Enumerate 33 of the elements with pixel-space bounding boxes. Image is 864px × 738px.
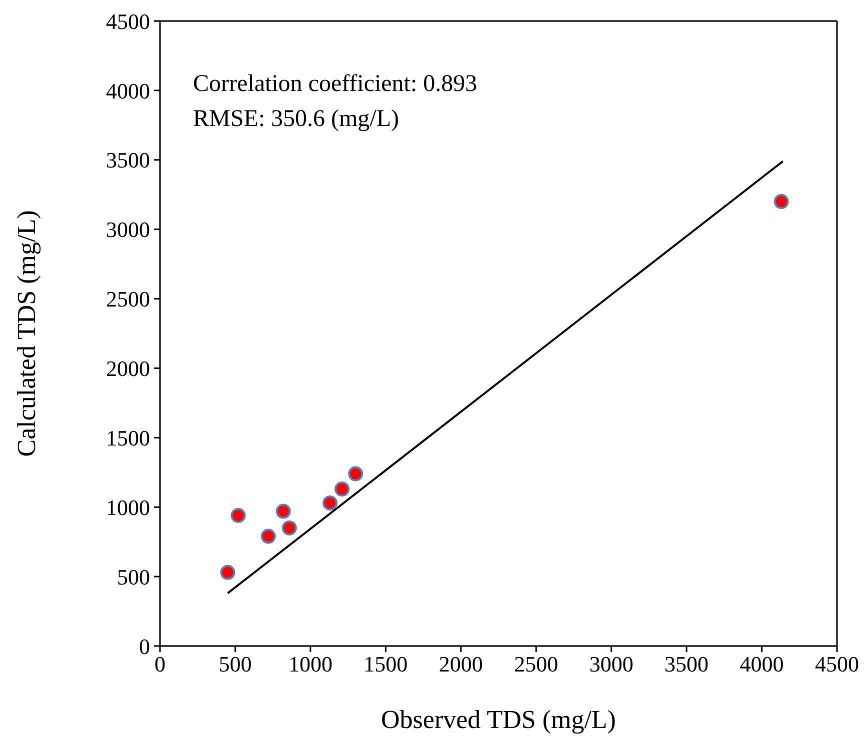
point (276, 504, 291, 519)
x-tick-label: 4000 (740, 652, 784, 677)
point (230, 508, 246, 523)
x-tick-label: 1500 (364, 652, 408, 677)
y-tick-label: 1500 (106, 425, 150, 450)
y-tick-label: 3500 (106, 148, 150, 173)
y-tick-label: 4500 (106, 8, 150, 34)
y-tick-label: 4000 (106, 78, 150, 104)
x-tick-label: 2500 (514, 652, 558, 677)
y-tick-label: 3000 (106, 217, 150, 242)
point (260, 528, 276, 544)
point (334, 482, 350, 497)
annotation: Correlation coefficient: 0.893 (193, 70, 478, 99)
point (348, 466, 364, 482)
x-tick-label: 500 (218, 652, 252, 677)
point (282, 520, 297, 536)
y-tick-label: 2000 (106, 356, 150, 382)
x-tick-label: 1000 (288, 652, 332, 677)
point (220, 564, 236, 580)
x-axis-title: Observed TDS (mg/L) (381, 705, 616, 734)
x-tick-label: 2000 (438, 652, 483, 677)
point (774, 194, 789, 210)
annotation: RMSE: 350.6 (mg/L) (193, 105, 400, 134)
y-tick-label: 1000 (106, 494, 150, 520)
point (322, 495, 338, 510)
x-tick-label: 3500 (664, 652, 709, 677)
x-tick-label: 3000 (589, 652, 634, 677)
y-tick-label: 500 (117, 564, 150, 590)
x-tick-label: 4500 (815, 652, 859, 677)
x-tick-label: 0 (154, 652, 166, 677)
y-tick-label: 2500 (106, 286, 150, 312)
y-axis-title: Calculated TDS (mg/L) (12, 210, 42, 457)
y-tick-label: 0 (139, 634, 150, 659)
